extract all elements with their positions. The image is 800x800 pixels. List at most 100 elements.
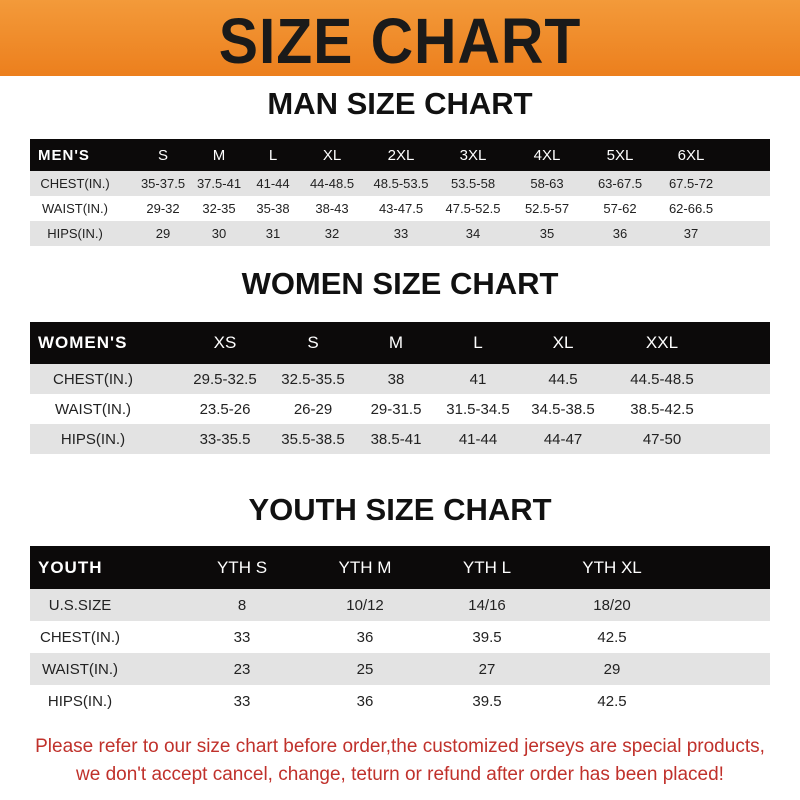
table-cell: 8 [237,596,247,614]
table-cell: 14/16 [468,596,506,614]
table-cell: 35 [539,226,555,241]
table-cell: 23.5-26 [199,400,251,418]
size-header-cell: YTH L [462,557,512,577]
measure-label: WAIST(IN.) [54,400,132,418]
table-header-row: YOUTH YTH S YTH M YTH L YTH XL [30,546,770,589]
table-cell: 10/12 [346,596,384,614]
size-header-cell: 4XL [533,146,561,164]
size-header-cell: 6XL [677,146,705,164]
table-cell: 41-44 [256,176,290,191]
table-row: WAIST(IN.) 23 25 27 29 [30,653,770,685]
table-cell: 34.5-38.5 [531,400,595,418]
table-cell: 44.5 [548,370,578,388]
table-cell: 32-35 [202,201,236,216]
table-cell: 48.5-53.5 [373,176,429,191]
size-header-cell: XS [213,333,237,352]
table-row: HIPS(IN.) 29 30 31 32 33 34 35 36 37 [30,221,770,246]
table-cell: 44-47 [543,430,583,448]
women-section-title: WOMEN SIZE CHART [241,266,559,301]
table-cell: 41-44 [458,430,498,448]
table-cell: 29-32 [146,201,180,216]
table-cell: 18/20 [593,596,631,614]
table-cell: 29 [603,660,621,678]
size-header-cell: XL [322,146,342,164]
table-title-cell: MEN'S [38,146,90,164]
table-cell: 33 [233,692,251,710]
table-cell: 63-67.5 [597,176,643,191]
measure-label: CHEST(IN.) [40,628,120,646]
measure-label: U.S.SIZE [48,596,112,614]
measure-label: WAIST(IN.) [41,660,119,678]
youth-section-title: YOUTH SIZE CHART [248,492,552,527]
table-cell: 27 [478,660,496,678]
table-header-row: WOMEN'S XS S M L XL XXL [30,322,770,364]
size-header-cell: M [388,333,404,352]
table-row: U.S.SIZE 8 10/12 14/16 18/20 [30,589,770,621]
table-header-row: MEN'S S M L XL 2XL 3XL 4XL 5XL 6XL [30,139,770,171]
table-cell: 44.5-48.5 [630,370,694,388]
banner-title: SIZE CHART [218,5,582,77]
table-cell: 36 [612,226,628,241]
footer-notice-line-1: Please refer to our size chart before or… [35,736,765,757]
table-cell: 62-66.5 [668,201,714,216]
table-cell: 47-50 [642,430,682,448]
table-cell: 38.5-41 [370,430,422,448]
table-row: CHEST(IN.) 33 36 39.5 42.5 [30,621,770,653]
size-header-cell: XXL [645,333,679,352]
size-header-cell: S [307,333,319,352]
table-cell: 38-43 [315,201,349,216]
men-section-title: MAN SIZE CHART [267,86,533,121]
table-cell: 33 [233,628,251,646]
measure-label: WAIST(IN.) [42,201,108,216]
table-row: WAIST(IN.) 29-32 32-35 35-38 38-43 43-47.5 47.… [30,196,770,221]
table-row: HIPS(IN.) 33-35.5 35.5-38.5 38.5-41 41-44 44-… [30,424,770,454]
table-cell: 37 [683,226,699,241]
table-cell: 38 [387,370,405,388]
table-cell: 31 [265,226,281,241]
measure-label: CHEST(IN.) [53,370,133,388]
table-cell: 23 [233,660,251,678]
footer-notice-line-2: we don't accept cancel, change, teturn o… [76,764,724,785]
table-cell: 39.5 [472,692,502,710]
table-cell: 26-29 [293,400,333,418]
table-cell: 32.5-35.5 [281,370,345,388]
table-cell: 41 [469,370,487,388]
table-cell: 33 [393,226,409,241]
table-cell: 42.5 [597,692,627,710]
size-header-cell: L [268,146,278,164]
table-cell: 35-37.5 [140,176,186,191]
table-cell: 35-38 [256,201,290,216]
table-cell: 42.5 [597,628,627,646]
table-cell: 34 [465,226,481,241]
size-header-cell: YTH S [216,557,268,577]
table-cell: 38.5-42.5 [630,400,694,418]
size-header-cell: 3XL [459,146,487,164]
table-cell: 37.5-41 [196,176,242,191]
size-header-cell: 2XL [387,146,415,164]
measure-label: HIPS(IN.) [47,692,113,710]
table-row: HIPS(IN.) 33 36 39.5 42.5 [30,685,770,717]
table-cell: 36 [356,628,374,646]
table-row: CHEST(IN.) 35-37.5 37.5-41 41-44 44-48.5 48.5… [30,171,770,196]
table-cell: 36 [356,692,374,710]
table-cell: 67.5-72 [668,176,714,191]
size-header-cell: XL [552,333,574,352]
table-title-cell: YOUTH [38,557,103,577]
table-cell: 25 [356,660,374,678]
table-cell: 52.5-57 [524,201,570,216]
table-row: WAIST(IN.) 23.5-26 26-29 29-31.5 31.5-34.5 34… [30,394,770,424]
table-cell: 33-35.5 [199,430,251,448]
table-title-cell: WOMEN'S [38,333,128,352]
table-cell: 30 [211,226,227,241]
table-cell: 57-62 [603,201,637,216]
size-header-cell: 5XL [606,146,634,164]
table-cell: 31.5-34.5 [446,400,510,418]
table-cell: 43-47.5 [378,201,424,216]
size-header-cell: M [212,146,226,164]
table-cell: 29.5-32.5 [193,370,257,388]
size-header-cell: S [157,146,169,164]
measure-label: HIPS(IN.) [47,226,103,241]
table-cell: 35.5-38.5 [281,430,345,448]
table-cell: 39.5 [472,628,502,646]
size-header-cell: YTH M [338,557,392,577]
